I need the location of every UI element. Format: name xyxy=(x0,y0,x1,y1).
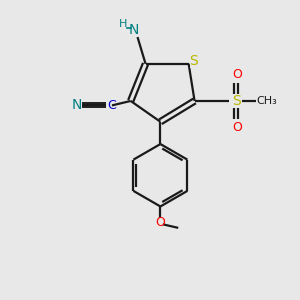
Text: S: S xyxy=(190,54,198,68)
Text: O: O xyxy=(233,68,243,81)
Text: O: O xyxy=(233,121,243,134)
Text: N: N xyxy=(72,98,83,112)
Text: O: O xyxy=(155,216,165,229)
Text: C: C xyxy=(107,99,116,112)
Text: S: S xyxy=(232,94,241,108)
Text: N: N xyxy=(128,22,139,37)
Text: CH₃: CH₃ xyxy=(256,96,277,106)
Text: H: H xyxy=(118,19,127,29)
